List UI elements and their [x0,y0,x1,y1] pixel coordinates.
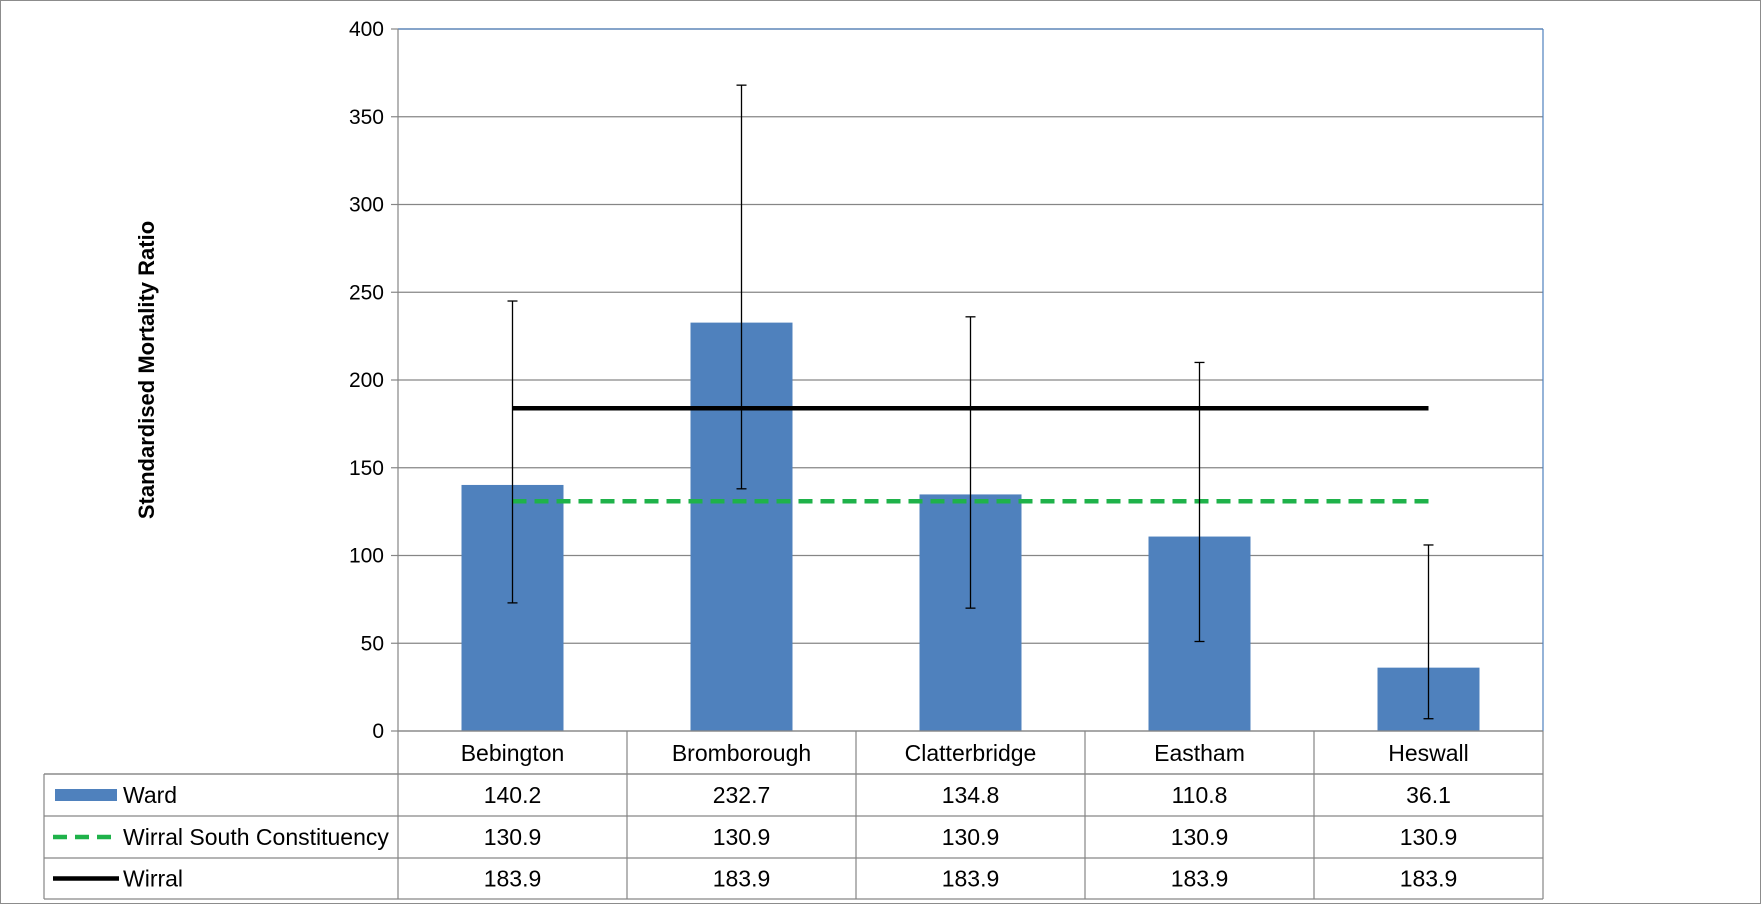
y-tick-label: 300 [349,194,384,217]
y-tick-label: 250 [349,281,384,304]
data-label: 232.7 [713,782,771,808]
data-table: Bebington Bromborough Clatterbridge Eastham… [43,730,1544,900]
error-bar [507,300,518,604]
data-label: 130.9 [1171,824,1229,850]
error-bar [736,84,747,490]
data-label: 130.9 [713,824,771,850]
y-tick-label: 200 [349,369,384,392]
data-label: 130.9 [942,824,1000,850]
data-label: 134.8 [942,782,1000,808]
y-tick-label: 0 [372,720,384,743]
y-tick-label: 50 [361,632,384,655]
y-axis-label: Standardised Mortality Ratio [134,221,159,519]
data-label: 183.9 [484,866,542,892]
data-label: 183.9 [713,866,771,892]
data-label: 183.9 [1171,866,1229,892]
error-bars [507,84,1434,720]
data-label: 130.9 [484,824,542,850]
series-name: Wirral South Constituency [123,824,389,850]
category-label: Eastham [1154,740,1245,766]
data-label: 36.1 [1406,782,1451,808]
y-tick-label: 150 [349,457,384,480]
category-label: Heswall [1388,740,1469,766]
error-bar [965,316,976,609]
data-label: 140.2 [484,782,542,808]
category-label: Bebington [461,740,565,766]
data-label: 130.9 [1400,824,1458,850]
legend-swatch [55,789,117,801]
series-name: Ward [123,782,177,808]
y-tick-label: 400 [349,18,384,41]
error-bar [1194,361,1205,643]
data-label: 183.9 [1400,866,1458,892]
y-tick-label: 350 [349,106,384,129]
series-name: Wirral [123,866,183,892]
category-label: Bromborough [672,740,811,766]
y-tick-label: 100 [349,545,384,568]
error-bar [1423,544,1434,720]
y-axis: 0 50 100 150 200 250 300 350 400 [349,18,398,743]
data-label: 183.9 [942,866,1000,892]
category-label: Clatterbridge [905,740,1037,766]
legend-key-ward [55,789,117,801]
data-label: 110.8 [1172,782,1228,808]
